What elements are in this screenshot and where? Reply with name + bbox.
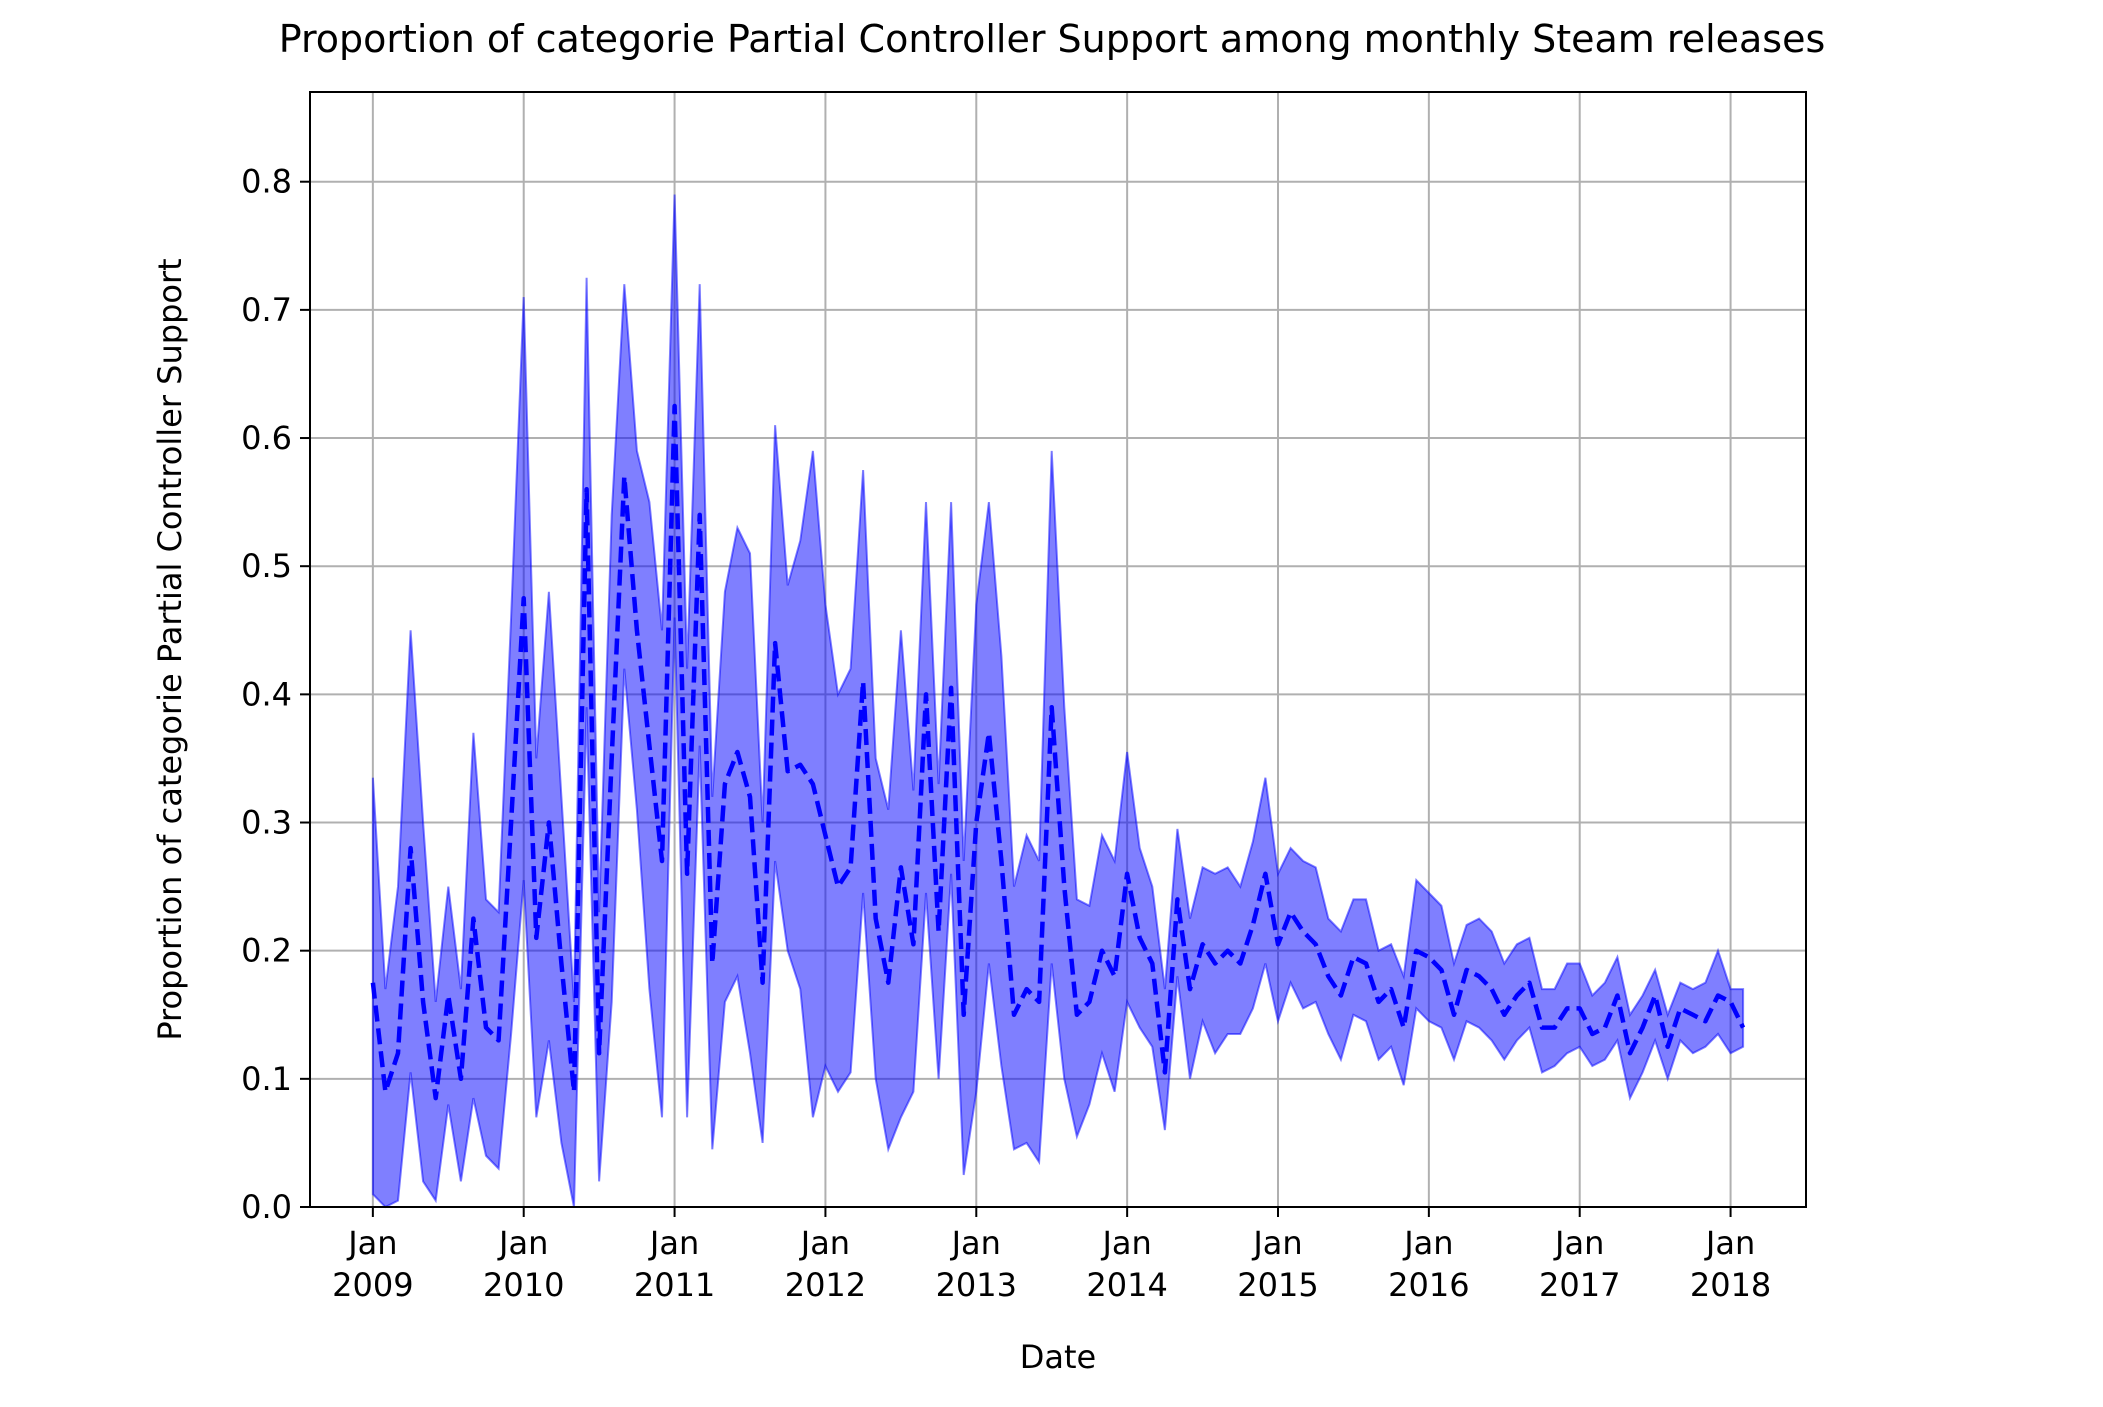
y-tick-label: 0.4 <box>241 675 292 713</box>
y-tick-label: 0.1 <box>241 1060 292 1098</box>
x-tick-label: 2018 <box>1690 1266 1771 1304</box>
chart-title: Proportion of categorie Partial Controll… <box>279 17 1826 61</box>
x-tick-label: Jan <box>497 1224 548 1262</box>
x-tick-label: 2014 <box>1086 1266 1167 1304</box>
x-tick-label: Jan <box>950 1224 1001 1262</box>
confidence-band <box>371 194 1745 1209</box>
x-tick-label: 2013 <box>936 1266 1017 1304</box>
y-tick-label: 0.0 <box>241 1188 292 1226</box>
x-tick-label: 2011 <box>634 1266 715 1304</box>
x-axis-label: Date <box>1020 1338 1096 1376</box>
y-tick-label: 0.3 <box>241 804 292 842</box>
x-tick-label: Jan <box>1553 1224 1604 1262</box>
y-tick-label: 0.7 <box>241 291 292 329</box>
x-tick-label: Jan <box>648 1224 699 1262</box>
y-tick-label: 0.5 <box>241 547 292 585</box>
y-tick-label: 0.2 <box>241 932 292 970</box>
x-tick-label: Jan <box>1100 1224 1151 1262</box>
x-tick-label: 2012 <box>785 1266 866 1304</box>
y-tick-label: 0.8 <box>241 163 292 201</box>
x-tick-label: Jan <box>799 1224 850 1262</box>
mean-line-layer <box>370 403 1746 1101</box>
mean-proportion-line <box>370 403 1746 1101</box>
x-tick-label: Jan <box>346 1224 397 1262</box>
tick-layer: Jan 2009 Jan 2010 Jan 2011 Jan 2012 Jan 2013 Jan 20… <box>241 163 1771 1304</box>
x-tick-label: Jan <box>1704 1224 1755 1262</box>
x-tick-label: Jan <box>1251 1224 1302 1262</box>
x-tick-label: 2016 <box>1388 1266 1469 1304</box>
y-axis-label: Proportion of categorie Partial Controll… <box>151 258 189 1040</box>
x-tick-label: Jan <box>1402 1224 1453 1262</box>
x-tick-label: 2017 <box>1539 1266 1620 1304</box>
x-tick-label: 2010 <box>483 1266 564 1304</box>
confidence-band-layer <box>371 194 1745 1209</box>
plot-area-frame <box>309 91 1807 1208</box>
x-tick-label: 2009 <box>332 1266 413 1304</box>
x-tick-label: 2015 <box>1237 1266 1318 1304</box>
y-tick-label: 0.6 <box>241 419 292 457</box>
